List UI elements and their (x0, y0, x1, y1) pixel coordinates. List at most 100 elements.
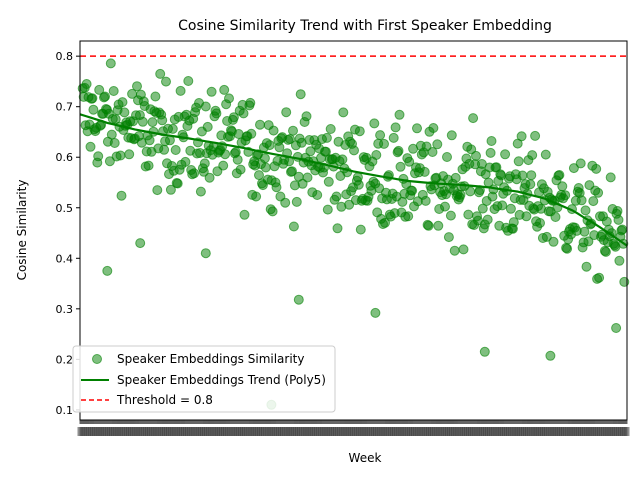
legend-box (72, 345, 336, 413)
data-point (508, 217, 519, 228)
data-point (540, 149, 551, 160)
data-point (117, 97, 128, 108)
data-point (175, 85, 186, 96)
data-point (591, 163, 602, 174)
data-point (605, 172, 616, 183)
data-point (388, 132, 399, 143)
data-point (301, 111, 312, 122)
data-point (132, 81, 142, 92)
data-point (172, 178, 183, 189)
data-point (170, 145, 181, 155)
data-point (588, 196, 599, 207)
data-point (442, 152, 452, 162)
data-point (485, 147, 496, 158)
data-point (280, 197, 291, 208)
data-point (575, 158, 586, 169)
data-point (268, 125, 279, 136)
data-point (397, 196, 408, 207)
data-point (446, 130, 457, 141)
data-point (152, 185, 163, 196)
legend-marker-similarity (92, 354, 102, 364)
data-point (482, 214, 493, 225)
data-point (349, 145, 359, 156)
data-point (102, 265, 113, 276)
data-point (161, 76, 171, 87)
data-point (206, 86, 217, 97)
data-point (432, 139, 443, 150)
data-point (251, 191, 262, 202)
data-point (433, 220, 444, 231)
data-point (390, 122, 401, 133)
data-point (228, 112, 239, 123)
data-point (353, 179, 364, 190)
data-point (105, 58, 116, 69)
data-point (371, 150, 382, 160)
data-point (404, 156, 415, 167)
x-axis-label: Week (349, 451, 382, 465)
data-point (202, 121, 213, 132)
data-point (204, 172, 215, 183)
data-point (119, 107, 130, 118)
data-point (137, 116, 148, 127)
data-point (159, 144, 170, 155)
data-point (557, 181, 568, 192)
data-point (264, 140, 275, 151)
data-point (104, 156, 115, 167)
data-point (516, 131, 527, 142)
data-point (562, 243, 573, 254)
data-point (155, 68, 166, 79)
data-point (576, 195, 587, 206)
data-point (393, 145, 404, 156)
data-point (412, 123, 422, 134)
data-point (246, 128, 257, 139)
data-point (617, 224, 628, 235)
data-point (541, 231, 552, 242)
data-point (165, 184, 176, 195)
data-point (407, 185, 418, 196)
chart-title: Cosine Similarity Trend with First Speak… (178, 18, 552, 34)
data-point (331, 191, 342, 202)
data-point (612, 206, 623, 216)
data-point (517, 170, 528, 181)
data-point (440, 201, 450, 212)
data-point (580, 205, 591, 216)
x-tick-label-mark (624, 427, 630, 436)
data-point (497, 200, 508, 211)
data-point (613, 214, 624, 225)
data-point (427, 147, 438, 157)
data-point (455, 189, 466, 200)
data-point (337, 154, 348, 165)
data-point (500, 149, 511, 160)
y-tick-label: 0.7 (56, 101, 74, 114)
data-point (445, 210, 456, 221)
data-point (245, 97, 256, 108)
data-point (370, 307, 381, 318)
data-point (321, 132, 332, 143)
data-point (287, 166, 297, 177)
data-point (380, 217, 390, 228)
data-point (143, 160, 154, 171)
data-point (527, 150, 538, 161)
data-point (293, 294, 304, 305)
data-point (93, 151, 104, 162)
data-point (88, 104, 99, 115)
data-point (312, 190, 323, 200)
data-point (395, 161, 406, 172)
data-point (568, 163, 579, 174)
data-point (288, 125, 298, 136)
data-point (189, 168, 200, 179)
legend: Speaker Embeddings Similarity Speaker Em… (72, 345, 336, 413)
data-point (468, 113, 479, 124)
data-point (116, 190, 127, 201)
data-point (255, 119, 265, 130)
data-point (109, 138, 120, 148)
data-point (260, 162, 271, 173)
data-point (124, 149, 135, 160)
data-point (428, 123, 439, 133)
data-point (338, 107, 349, 118)
data-point (420, 195, 431, 206)
data-point (419, 166, 430, 177)
data-point (594, 272, 605, 283)
data-point (479, 346, 490, 357)
data-point (218, 160, 229, 171)
